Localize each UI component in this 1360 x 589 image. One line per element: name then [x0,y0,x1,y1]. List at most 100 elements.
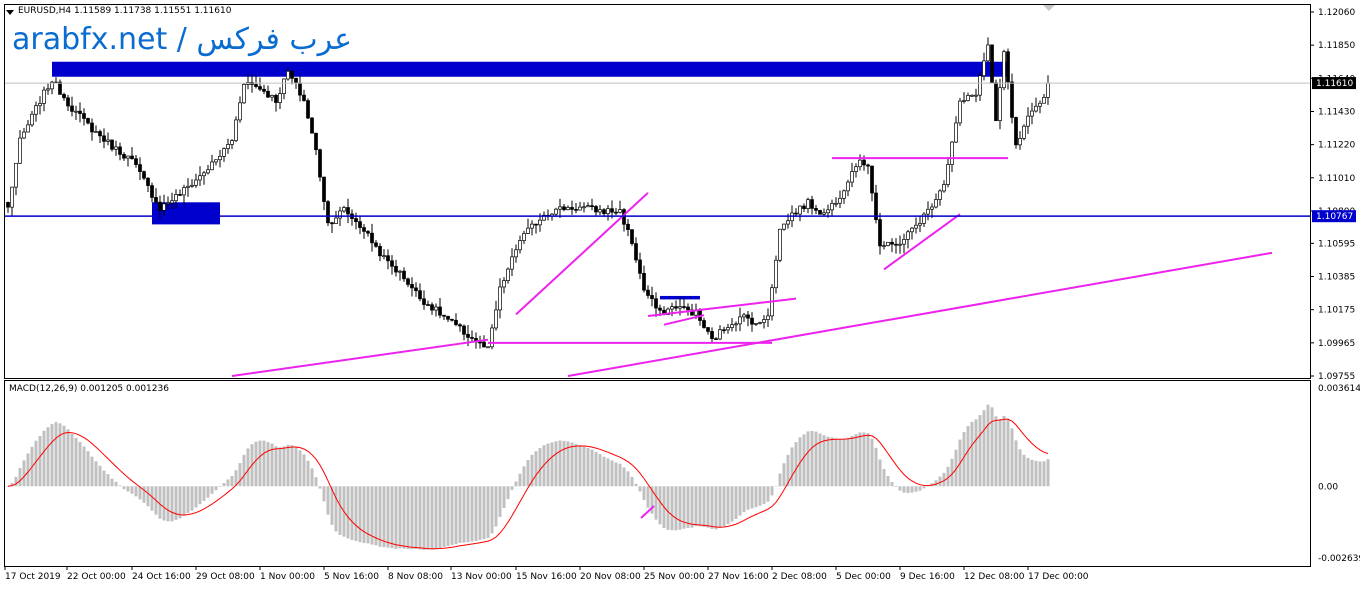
chart-shift-marker-icon[interactable] [1043,5,1055,11]
time-tick-label: 15 Nov 16:00 [516,572,577,582]
macd-bar [714,486,718,530]
candle [990,44,994,84]
candle [838,190,842,209]
candle-body [454,319,458,326]
price-tick-label: 1.11220 [1318,141,1355,151]
macd-bar [546,443,550,487]
trendlines [231,157,1273,377]
candle [210,154,214,171]
candle-body [30,113,34,126]
candle [426,300,430,306]
candle [22,127,26,140]
macd-bar [702,486,706,528]
candle [994,79,998,122]
candle [118,142,122,161]
macd-bar [14,476,18,487]
macd-bar [134,486,138,497]
macd-bar [306,460,310,487]
macd-bar [394,486,398,549]
candle-body [978,75,982,96]
macd-bar [1038,461,1042,487]
candle-body [522,233,526,241]
candle [1010,73,1014,124]
candle-body [418,290,422,300]
symbol-menu-arrow-icon[interactable] [6,10,14,15]
candle [82,108,86,126]
macd-bar [866,433,870,487]
macd-bar [618,463,622,487]
candle [462,324,466,341]
candle [258,77,262,92]
time-tick-label: 22 Oct 00:00 [67,572,126,582]
candle-body [754,323,758,325]
macd-bar [246,448,250,487]
macd-bar [938,476,942,487]
price-tick-label: 1.11850 [1318,41,1355,51]
candle [510,248,514,276]
macd-bar [822,435,826,487]
candle-body [110,139,114,150]
time-tick-label: 24 Oct 16:00 [132,572,191,582]
candle-body [126,155,130,159]
candle-body [566,207,570,211]
candle-body [150,185,154,198]
candle [382,249,386,260]
macd-bar [842,438,846,487]
candle [394,259,398,277]
macd-bar [906,486,910,493]
candle-body [1046,82,1050,98]
candle-body [230,140,234,145]
main-price-panel[interactable] [4,4,1311,379]
candle [738,307,742,332]
macd-bar [218,486,222,487]
macd-bar [74,437,78,487]
level-price-tag-bg [1312,210,1356,223]
macd-bar [998,418,1002,487]
candle-body [298,82,302,96]
macd-bar [602,456,606,487]
macd-bar [942,472,946,487]
candle [486,346,490,349]
macd-bar [778,473,782,487]
macd-bar [10,483,14,487]
macd-bar [490,486,494,534]
macd-bar [470,486,474,542]
macd-bar [374,486,378,546]
macd-bar [1010,428,1014,487]
macd-bar [78,441,82,487]
candle-body [658,307,662,311]
candle [754,323,758,326]
candle [86,117,90,125]
candle-body [758,322,762,324]
macd-bar [378,486,382,547]
time-tick-label: 5 Nov 16:00 [324,572,379,582]
macd-bar [230,476,234,487]
macd-bar [654,486,658,520]
candle-body [50,81,54,90]
macd-bar [478,486,482,540]
candle-body [834,202,838,205]
candle-body [486,346,490,349]
macd-bar [450,486,454,545]
candle [318,148,322,182]
candle [806,197,810,214]
candle [198,166,202,186]
candle [62,92,66,101]
candle [758,321,762,325]
candle-body [370,232,374,244]
candle [974,88,978,103]
candle-body [782,223,786,230]
candle [898,235,902,254]
candle [234,116,238,143]
macd-bar [110,478,114,487]
candle-body [954,122,958,143]
macd-bar [954,449,958,487]
candle-body [886,241,890,246]
macd-tick-label: -0.002639 [1318,554,1360,564]
macd-bar [94,461,98,487]
candle [734,321,738,332]
macd-panel[interactable] [4,380,1311,567]
macd-bar [750,486,754,509]
macd-bar [298,450,302,487]
